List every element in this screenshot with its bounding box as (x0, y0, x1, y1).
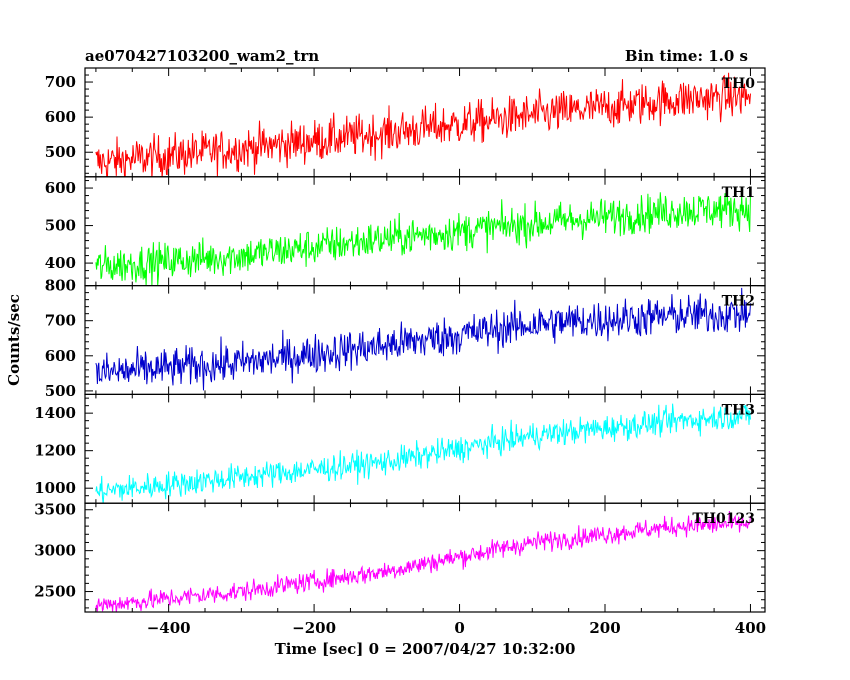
y-tick-label: 2500 (34, 583, 76, 601)
y-tick-label: 600 (45, 179, 76, 197)
y-tick-label: 500 (45, 217, 76, 235)
x-tick-label: −200 (292, 619, 336, 637)
series-line-th1 (95, 191, 751, 286)
series-line-th0123 (95, 510, 751, 613)
series-line-th0 (95, 72, 751, 177)
panel-th0123: 2500 3000 3500 TH0123 (34, 501, 766, 613)
y-axis-label: Counts/sec (5, 294, 23, 386)
panel-frame (84, 393, 766, 504)
series-line-th3 (95, 403, 751, 504)
panel-th2: 500 600 700 800 TH2 (45, 277, 766, 400)
panel-label-th1: TH1 (722, 185, 755, 201)
series-line-th2 (95, 287, 751, 391)
y-tick-label: 400 (45, 254, 76, 272)
y-tick-label: 500 (45, 382, 76, 400)
chart-title: ae070427103200_wam2_trn (85, 47, 319, 65)
y-tick-label: 3000 (34, 542, 76, 560)
bin-time-label: Bin time: 1.0 s (625, 47, 748, 65)
x-tick-label: 200 (589, 619, 620, 637)
panel-th1: 400 500 600 TH1 (45, 176, 766, 287)
y-tick-label: 600 (45, 108, 76, 126)
y-tick-label: 1400 (34, 404, 76, 422)
x-axis-ticks: −400 −200 0 200 400 (147, 619, 766, 637)
x-tick-label: −400 (147, 619, 191, 637)
x-axis-label: Time [sec] 0 = 2007/04/27 10:32:00 (275, 640, 576, 658)
panel-th0: 500 600 700 TH0 (45, 67, 766, 178)
y-tick-label: 700 (45, 312, 76, 330)
panel-frame (84, 176, 766, 287)
panels-group: 500 600 700 TH0 400 500 600 TH1 500 600 700 800 TH2 1… (34, 67, 766, 613)
y-tick-label: 1200 (34, 442, 76, 460)
y-tick-label: 700 (45, 73, 76, 91)
panel-frame (84, 502, 766, 613)
y-tick-label: 800 (45, 277, 76, 295)
y-tick-label: 500 (45, 143, 76, 161)
y-tick-label: 600 (45, 347, 76, 365)
panel-label-th0123: TH0123 (692, 511, 755, 527)
panel-label-th0: TH0 (722, 76, 756, 92)
y-tick-label: 1000 (34, 479, 76, 497)
x-tick-label: 0 (454, 619, 464, 637)
panel-label-th3: TH3 (722, 402, 755, 418)
panel-label-th2: TH2 (722, 294, 755, 310)
x-tick-label: 400 (735, 619, 766, 637)
y-tick-label: 3500 (34, 501, 76, 519)
panel-th3: 1000 1200 1400 TH3 (34, 393, 766, 504)
